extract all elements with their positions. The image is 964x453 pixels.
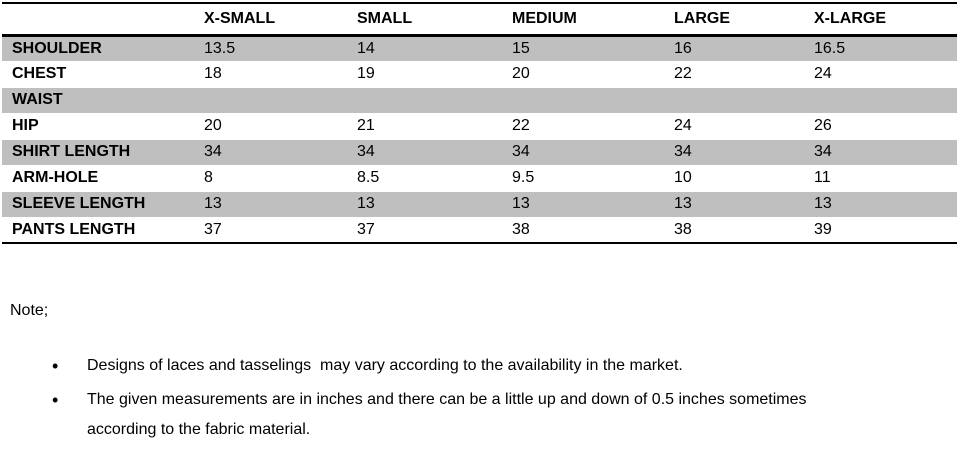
table-cell: 21 <box>357 117 375 134</box>
table-cell: 13 <box>664 190 804 218</box>
table-cell: 24 <box>814 65 832 82</box>
row-label-sleeve-length: SLEEVE LENGTH <box>2 190 194 218</box>
size-chart-table: X-SMALL SMALL MEDIUM LARGE X-LARGE SHOUL… <box>2 2 957 244</box>
table-cell: 10 <box>674 169 692 186</box>
table-cell: 37 <box>357 220 375 238</box>
table-cell: 38 <box>674 220 692 238</box>
bullet-icon: • <box>52 390 59 410</box>
table-cell: 24 <box>674 117 692 134</box>
table-cell <box>194 86 347 114</box>
table-cell: 11 <box>814 169 831 186</box>
table-row-shoulder: SHOULDER 13.5 14 15 16 16.5 <box>2 34 957 62</box>
column-header-medium: MEDIUM <box>512 9 577 27</box>
table-cell: 16 <box>664 34 804 62</box>
table-row-sleeve-length: SLEEVE LENGTH 13 13 13 13 13 <box>2 190 957 218</box>
table-cell: 9.5 <box>512 169 535 186</box>
table-cell: 22 <box>674 65 692 82</box>
table-row-pants-length: PANTS LENGTH 37 37 38 38 39 <box>2 217 957 243</box>
column-header-x-large: X-LARGE <box>814 9 886 27</box>
table-cell: 14 <box>347 34 502 62</box>
table-cell: 13 <box>347 190 502 218</box>
table-cell: 34 <box>502 138 664 166</box>
table-cell: 8.5 <box>357 169 380 186</box>
table-cell: 19 <box>357 65 375 82</box>
table-cell <box>664 86 804 114</box>
header-empty-cell <box>2 3 194 35</box>
table-cell: 20 <box>204 117 222 134</box>
note-text: The given measurements are in inches and… <box>87 391 811 438</box>
header-row: X-SMALL SMALL MEDIUM LARGE X-LARGE <box>2 3 957 35</box>
table-row-chest: CHEST 18 19 20 22 24 <box>2 61 957 87</box>
bullet-icon: • <box>52 356 59 376</box>
column-header-large: LARGE <box>674 9 730 27</box>
row-label-hip: HIP <box>12 117 39 134</box>
table-cell: 13.5 <box>194 34 347 62</box>
table-cell: 34 <box>347 138 502 166</box>
notes-heading: Note; <box>10 302 49 319</box>
notes-section: Note; • Designs of laces and tasselings … <box>10 301 964 445</box>
table-cell <box>804 86 957 114</box>
row-label-shirt-length: SHIRT LENGTH <box>2 138 194 166</box>
table-row-arm-hole: ARM-HOLE 8 8.5 9.5 10 11 <box>2 165 957 191</box>
table-cell: 13 <box>804 190 957 218</box>
table-row-shirt-length: SHIRT LENGTH 34 34 34 34 34 <box>2 138 957 166</box>
note-item: • Designs of laces and tasselings may va… <box>52 351 812 381</box>
table-cell: 34 <box>664 138 804 166</box>
note-text: Designs of laces and tasselings may vary… <box>87 357 683 374</box>
column-header-small: SMALL <box>357 9 413 27</box>
table-cell <box>502 86 664 114</box>
table-cell: 13 <box>502 190 664 218</box>
row-label-waist: WAIST <box>2 86 194 114</box>
table-cell: 8 <box>204 169 213 186</box>
row-label-arm-hole: ARM-HOLE <box>12 169 99 186</box>
table-row-hip: HIP 20 21 22 24 26 <box>2 113 957 139</box>
table-cell: 37 <box>204 220 222 238</box>
table-cell: 22 <box>512 117 530 134</box>
table-cell: 18 <box>204 65 222 82</box>
table-cell: 13 <box>194 190 347 218</box>
table-cell: 26 <box>814 117 832 134</box>
table-cell: 20 <box>512 65 530 82</box>
table-cell: 15 <box>502 34 664 62</box>
table-row-waist: WAIST <box>2 86 957 114</box>
table-cell: 38 <box>512 220 530 238</box>
column-header-x-small: X-SMALL <box>204 9 276 27</box>
table-cell: 34 <box>194 138 347 166</box>
table-cell: 39 <box>814 220 832 238</box>
notes-list: • Designs of laces and tasselings may va… <box>52 351 964 445</box>
table-cell: 34 <box>804 138 957 166</box>
row-label-pants-length: PANTS LENGTH <box>12 220 136 238</box>
table-cell <box>347 86 502 114</box>
row-label-shoulder: SHOULDER <box>2 34 194 62</box>
row-label-chest: CHEST <box>12 65 67 82</box>
table-cell: 16.5 <box>804 34 957 62</box>
note-item: • The given measurements are in inches a… <box>52 385 812 445</box>
